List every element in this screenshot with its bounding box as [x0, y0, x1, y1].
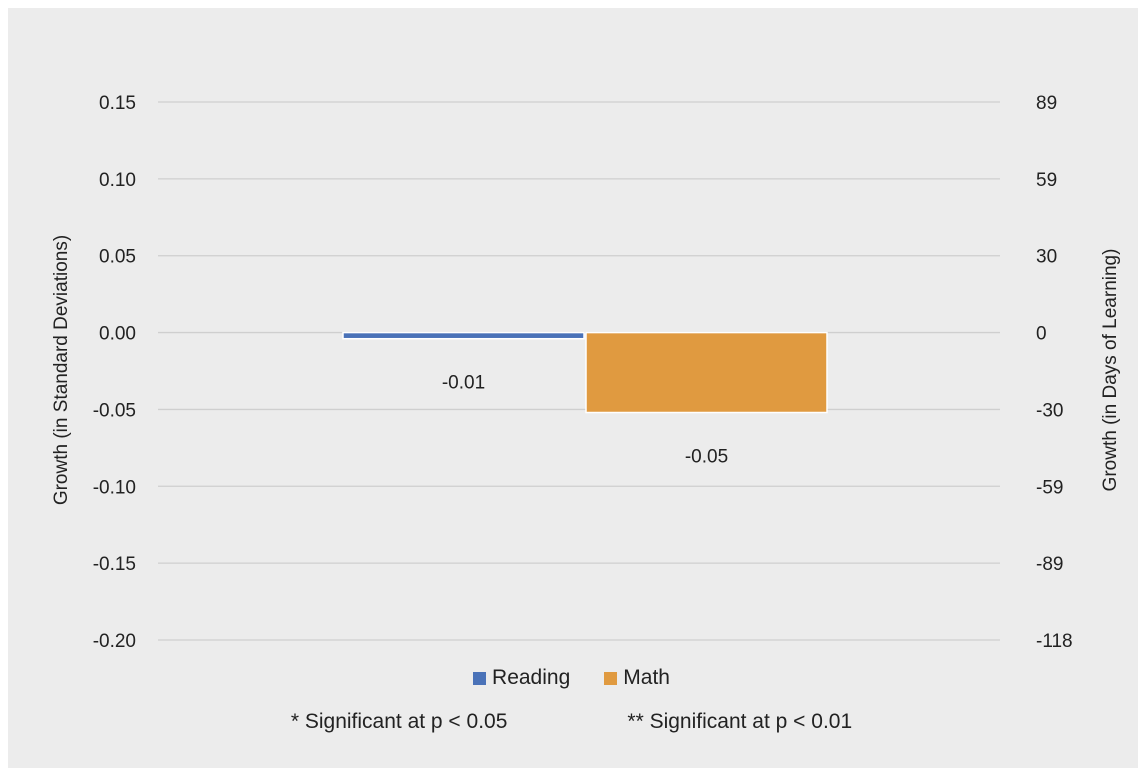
secondary-y-tick-label: 30	[1036, 247, 1057, 268]
y-tick-label: 0.00	[99, 324, 136, 345]
y-tick-label: 0.05	[99, 247, 136, 268]
footnotes: * Significant at p < 0.05 ** Significant…	[0, 710, 1143, 734]
legend-item-reading: Reading	[473, 666, 570, 690]
secondary-y-tick-label: -59	[1036, 477, 1063, 498]
secondary-y-axis-title: Growth (in Days of Learning)	[1100, 249, 1121, 492]
legend-swatch-math	[604, 671, 618, 685]
y-tick-label: 0.15	[99, 93, 136, 114]
y-tick-label: -0.05	[93, 400, 136, 421]
y-tick-label: -0.10	[93, 477, 136, 498]
y-tick-label: -0.20	[93, 631, 136, 652]
y-tick-label: -0.15	[93, 554, 136, 575]
y-tick-label: 0.10	[99, 170, 136, 191]
chart-area	[8, 8, 1138, 768]
secondary-y-tick-label: -89	[1036, 554, 1063, 575]
secondary-y-tick-label: 59	[1036, 170, 1057, 191]
legend-label-math: Math	[623, 666, 670, 689]
legend-label-reading: Reading	[492, 666, 571, 689]
gridlines	[158, 101, 1000, 641]
secondary-y-tick-label: 89	[1036, 93, 1057, 114]
bar-reading	[342, 331, 585, 340]
secondary-y-tick-label: 0	[1036, 324, 1047, 345]
data-label-reading: -0.01	[442, 373, 485, 394]
data-label-math: -0.05	[685, 447, 728, 468]
footnote-sig-01: ** Significant at p < 0.01	[627, 710, 853, 733]
legend-swatch-reading	[473, 671, 487, 685]
secondary-y-tick-label: -30	[1036, 400, 1063, 421]
secondary-y-tick-label: -118	[1036, 631, 1073, 652]
bars: -0.01 -0.05	[342, 331, 828, 468]
legend: Reading Math	[0, 666, 1143, 690]
y-axis-title: Growth (in Standard Deviations)	[51, 235, 72, 505]
tick-labels: 0.15 89 0.10 59 0.05 30 0.00 0 -0.05 -30 -0.10 -59 -…	[93, 93, 1073, 652]
footnote-sig-05: * Significant at p < 0.05	[290, 710, 508, 733]
legend-item-math: Math	[604, 666, 670, 690]
bar-math	[585, 331, 828, 414]
